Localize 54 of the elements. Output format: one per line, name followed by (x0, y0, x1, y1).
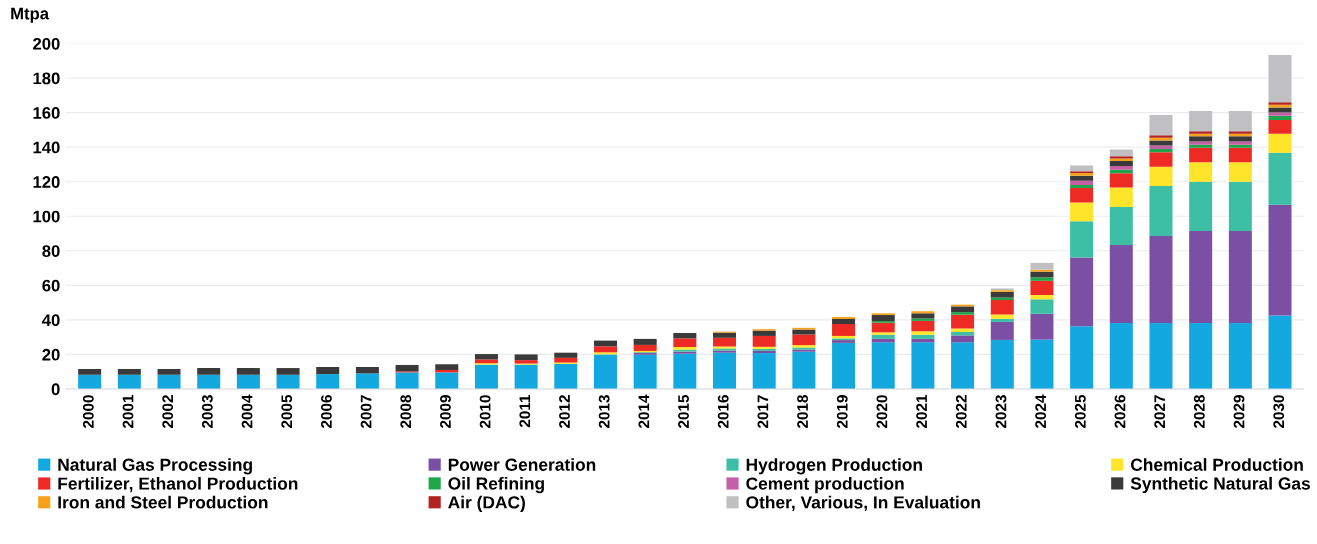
x-tick-label: 2014 (638, 394, 650, 428)
x-tick-label: 2012 (559, 395, 570, 428)
y-tick-label: 0 (51, 383, 60, 396)
y-tick-label: 140 (33, 141, 60, 154)
x-tick-label: 2005 (281, 394, 293, 428)
legend-label: Natural Gas Processing (58, 458, 252, 475)
x-tick-label: 2011 (519, 394, 531, 428)
x-tick-label: 2025 (1074, 394, 1086, 428)
legend-label: Other, Various, In Evaluation (746, 495, 980, 512)
x-tick-label: 2026 (1114, 395, 1126, 428)
x-tick-label: 2000 (82, 395, 94, 428)
x-tick-label: 2001 (122, 394, 134, 428)
x-tick-label: 2030 (1273, 395, 1285, 428)
legend-label: Air (DAC) (448, 495, 525, 512)
x-tick-label: 2006 (321, 395, 332, 428)
legend-label: Oil Refining (448, 476, 544, 494)
x-tick-label: 2007 (360, 395, 372, 428)
legend-label: Hydrogen Production (746, 458, 922, 475)
x-tick-label: 2029 (1233, 395, 1245, 428)
x-tick-label: 2018 (797, 394, 808, 428)
y-tick-label: 120 (33, 176, 60, 188)
y-axis-title: Mtpa (11, 7, 50, 23)
y-tick-label: 200 (33, 37, 60, 50)
x-tick-label: 2019 (836, 395, 848, 428)
legend-label: Power Generation (448, 458, 596, 471)
x-tick-label: 2013 (598, 395, 610, 428)
legend-label: Cement production (746, 476, 904, 494)
x-tick-label: 2015 (678, 394, 689, 428)
x-tick-label: 2027 (1154, 395, 1166, 428)
x-tick-label: 2020 (876, 395, 888, 428)
legend-label: Synthetic Natural Gas (1130, 476, 1310, 494)
x-tick-label: 2023 (995, 395, 1007, 428)
legend-label: Chemical Production (1130, 458, 1303, 471)
y-tick-label: 180 (33, 72, 60, 85)
y-tick-label: 160 (33, 107, 60, 119)
x-tick-label: 2010 (479, 395, 491, 428)
x-tick-label: 2028 (1193, 394, 1205, 428)
x-tick-label: 2016 (717, 395, 729, 428)
y-tick-label: 100 (33, 210, 60, 223)
x-tick-label: 2022 (955, 395, 967, 428)
legend-label: Iron and Steel Production (58, 495, 268, 509)
y-tick-label: 20 (42, 348, 60, 361)
x-tick-label: 2008 (400, 394, 412, 428)
x-tick-label: 2017 (757, 395, 769, 428)
x-tick-label: 2002 (162, 395, 174, 428)
x-tick-label: 2024 (1035, 394, 1047, 428)
x-tick-label: 2003 (201, 395, 213, 428)
legend-label: Fertilizer, Ethanol Production (58, 476, 298, 493)
y-tick-label: 80 (42, 245, 60, 257)
x-tick-label: 2021 (916, 394, 928, 428)
x-tick-label: 2009 (440, 395, 451, 428)
y-tick-label: 60 (42, 279, 60, 292)
y-tick-label: 40 (42, 314, 60, 327)
x-tick-label: 2004 (241, 394, 253, 428)
